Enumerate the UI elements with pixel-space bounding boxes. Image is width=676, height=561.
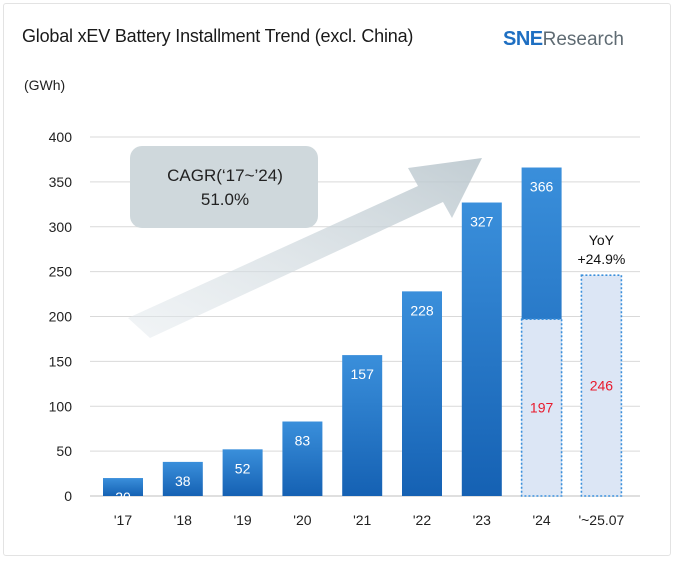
cagr-value: 51.0% bbox=[201, 190, 249, 209]
y-tick-label: 200 bbox=[49, 309, 73, 325]
x-tick-label: '17 bbox=[114, 512, 132, 528]
cagr-label: CAGR(‘17~’24) bbox=[167, 166, 283, 185]
bar-value-label: 327 bbox=[470, 214, 494, 230]
partial-bar-value-label: 197 bbox=[530, 400, 554, 416]
x-tick-label: '~25.07 bbox=[578, 512, 624, 528]
bar bbox=[282, 421, 323, 496]
bar bbox=[342, 355, 383, 496]
yoy-label: YoY bbox=[589, 232, 615, 248]
y-axis-unit-label: (GWh) bbox=[24, 77, 66, 93]
x-tick-label: '18 bbox=[174, 512, 192, 528]
trend-arrow-icon bbox=[128, 158, 482, 338]
y-tick-label: 400 bbox=[49, 129, 73, 145]
x-tick-label: '20 bbox=[293, 512, 311, 528]
bar bbox=[162, 461, 203, 496]
y-tick-label: 350 bbox=[49, 174, 73, 190]
x-tick-label: '23 bbox=[473, 512, 491, 528]
y-tick-label: 50 bbox=[56, 443, 72, 459]
bar-value-label: 366 bbox=[530, 179, 554, 195]
y-tick-label: 150 bbox=[49, 353, 73, 369]
partial-bar-value-label: 246 bbox=[590, 378, 614, 394]
x-tick-label: '19 bbox=[233, 512, 251, 528]
cagr-box bbox=[130, 146, 318, 228]
chart-title: Global xEV Battery Installment Trend (ex… bbox=[22, 26, 414, 46]
x-tick-label: '24 bbox=[532, 512, 550, 528]
sne-research-logo: SNEResearch bbox=[503, 28, 624, 51]
bar-value-label: 52 bbox=[235, 460, 251, 476]
bar bbox=[222, 449, 263, 496]
y-tick-label: 100 bbox=[49, 398, 73, 414]
bar-value-label: 38 bbox=[175, 473, 191, 489]
y-tick-label: 0 bbox=[64, 488, 72, 504]
logo-brand: SNE bbox=[503, 28, 543, 50]
bar-value-label: 157 bbox=[351, 366, 375, 382]
bar bbox=[461, 202, 502, 496]
y-tick-label: 300 bbox=[49, 219, 73, 235]
y-tick-label: 250 bbox=[49, 264, 73, 280]
chart-frame bbox=[3, 3, 671, 556]
logo-suffix: Research bbox=[542, 29, 624, 50]
yoy-value: +24.9% bbox=[577, 251, 625, 267]
bar-value-label: 20 bbox=[115, 489, 131, 505]
bar-value-label: 228 bbox=[410, 302, 434, 318]
bar bbox=[103, 478, 143, 496]
x-tick-label: '21 bbox=[353, 512, 371, 528]
partial-bar bbox=[580, 274, 623, 497]
partial-bar bbox=[520, 318, 563, 497]
bar bbox=[402, 291, 442, 496]
bar-value-label: 83 bbox=[295, 433, 311, 449]
x-tick-label: '22 bbox=[413, 512, 431, 528]
